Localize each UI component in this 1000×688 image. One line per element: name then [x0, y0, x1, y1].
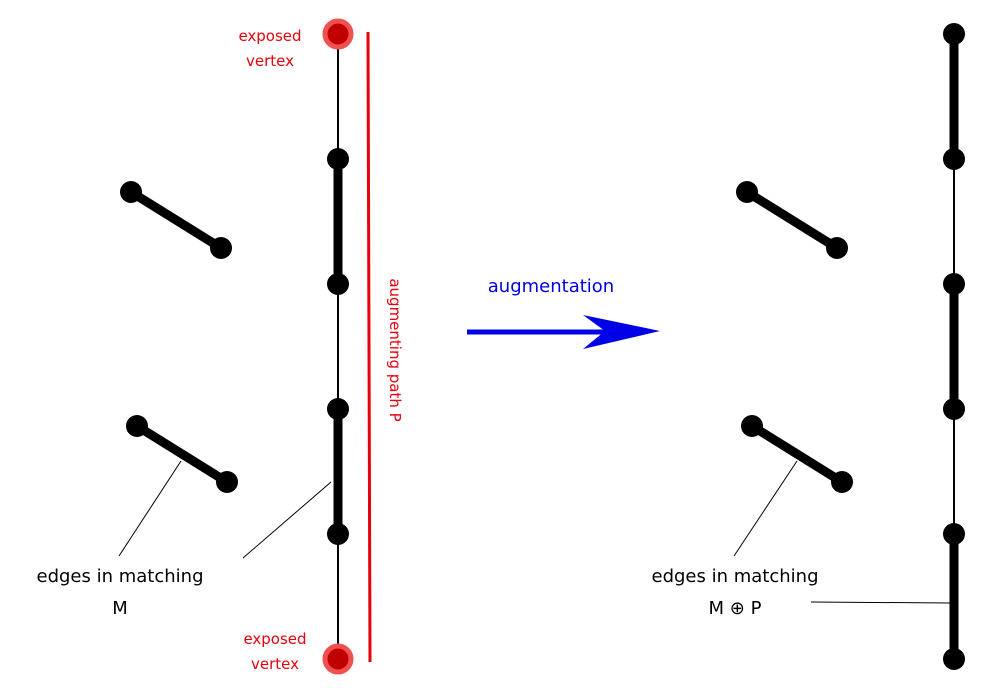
- left-graph: [118, 18, 372, 675]
- matching-edge: [744, 188, 840, 252]
- label: exposed: [238, 27, 301, 45]
- arrow: [467, 315, 660, 349]
- vertex: [943, 148, 965, 170]
- right-graph: [733, 23, 965, 670]
- augmenting-path: [366, 31, 372, 663]
- label: vertex: [251, 655, 299, 673]
- label: exposed: [243, 630, 306, 648]
- vertex: [120, 181, 142, 203]
- label: vertex: [246, 52, 294, 70]
- matching-edge: [749, 422, 845, 486]
- label: M: [112, 598, 128, 619]
- pointer: [118, 460, 182, 557]
- vertex: [327, 398, 349, 420]
- vertex: [943, 648, 965, 670]
- vertex: [943, 23, 965, 45]
- arrow-label: augmentation: [488, 276, 614, 297]
- exposed-vertex: [322, 643, 354, 675]
- vertex: [327, 523, 349, 545]
- label: M ⊕ P: [709, 598, 762, 619]
- vertex: [126, 415, 148, 437]
- matching-edge: [128, 188, 224, 252]
- path-label: augmenting path P: [386, 278, 404, 421]
- pointer: [733, 460, 798, 557]
- vertex: [831, 471, 853, 493]
- exposed-vertex: [322, 18, 354, 50]
- pointer: [810, 601, 951, 604]
- vertex: [943, 398, 965, 420]
- pointer: [242, 481, 332, 559]
- label: edges in matching: [652, 566, 819, 587]
- label: edges in matching: [37, 566, 204, 587]
- vertex: [210, 237, 232, 259]
- vertex: [741, 415, 763, 437]
- vertex: [736, 181, 758, 203]
- vertex: [216, 471, 238, 493]
- vertex: [327, 148, 349, 170]
- vertex: [826, 237, 848, 259]
- vertex: [943, 273, 965, 295]
- vertex: [943, 523, 965, 545]
- vertex: [327, 273, 349, 295]
- matching-edge: [134, 422, 230, 486]
